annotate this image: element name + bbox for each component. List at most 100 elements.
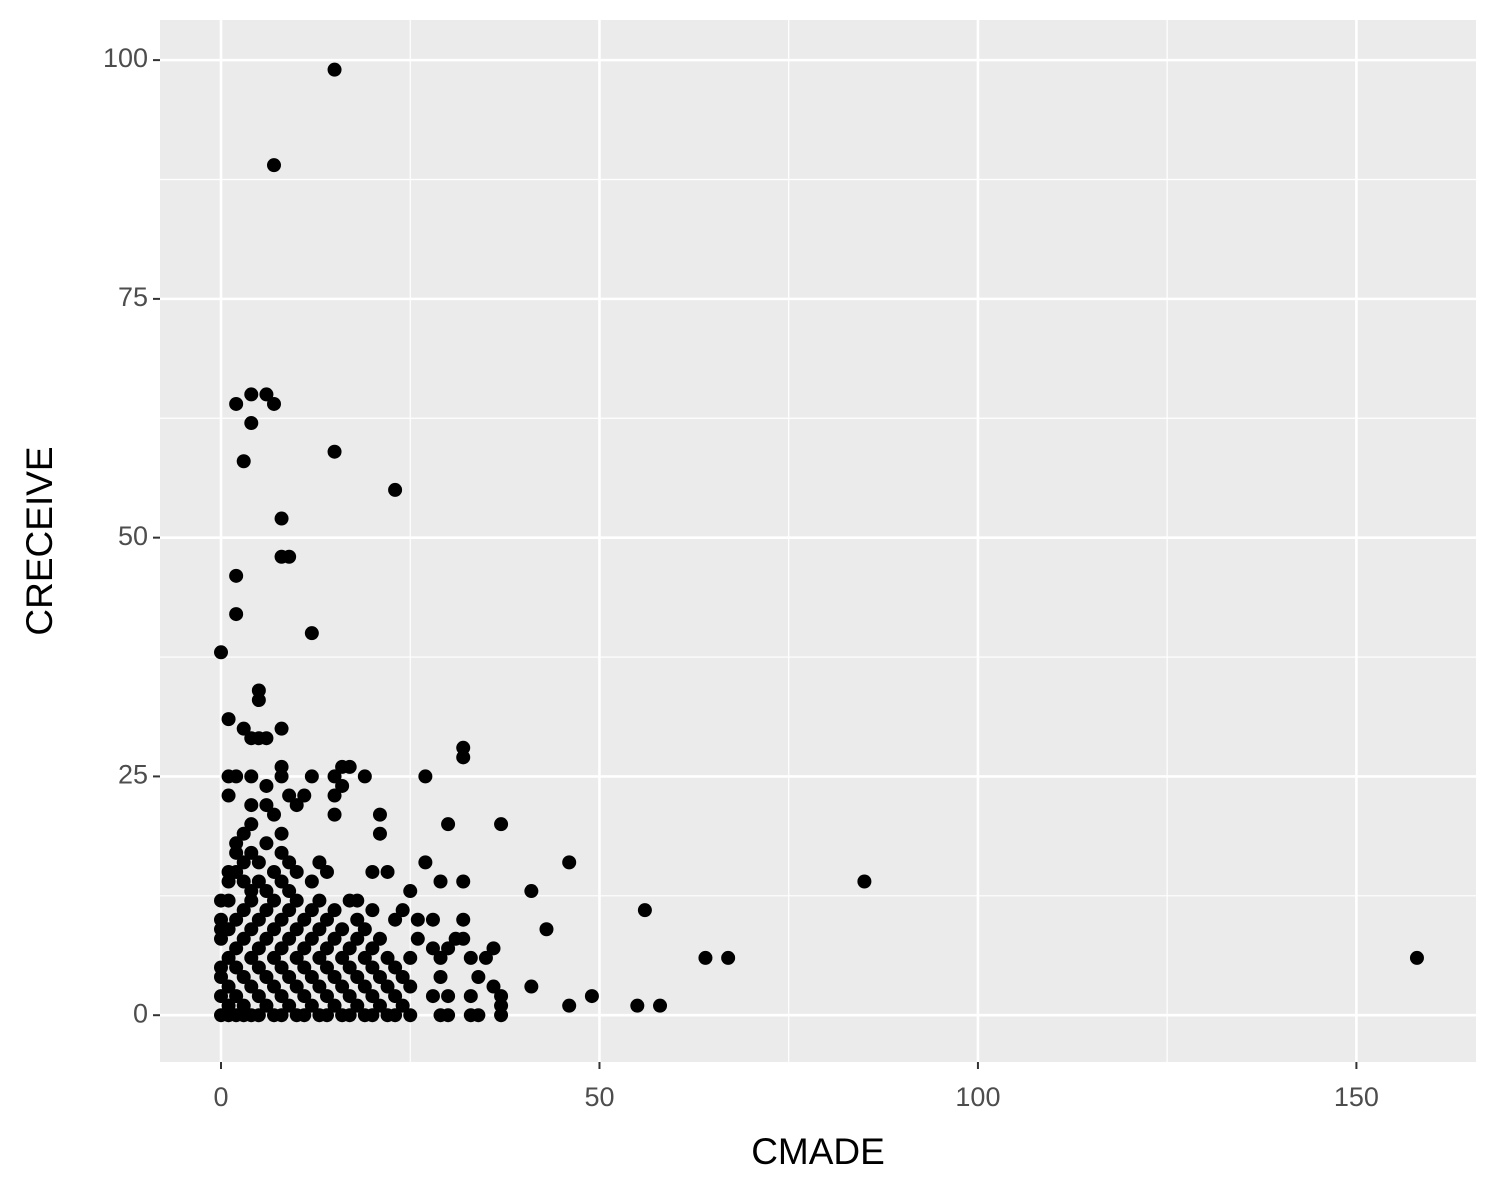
points <box>214 62 1424 1023</box>
point <box>486 941 501 956</box>
point <box>229 864 244 879</box>
point <box>335 778 350 793</box>
point <box>342 960 357 975</box>
point <box>319 864 334 879</box>
point <box>350 912 365 927</box>
point <box>312 950 327 965</box>
point <box>388 912 403 927</box>
point <box>365 1008 380 1023</box>
point <box>221 979 236 994</box>
point <box>229 568 244 583</box>
point <box>433 874 448 889</box>
point <box>327 769 342 784</box>
point <box>282 931 297 946</box>
point <box>350 998 365 1013</box>
point <box>251 960 266 975</box>
point <box>425 941 440 956</box>
point <box>274 721 289 736</box>
point <box>327 444 342 459</box>
point <box>236 998 251 1013</box>
point <box>463 1008 478 1023</box>
point <box>282 903 297 918</box>
point <box>637 903 652 918</box>
point <box>433 950 448 965</box>
point <box>259 778 274 793</box>
point <box>425 989 440 1004</box>
point <box>312 922 327 937</box>
point <box>418 769 433 784</box>
point <box>395 969 410 984</box>
point <box>312 855 327 870</box>
point <box>251 1008 266 1023</box>
point <box>297 1008 312 1023</box>
point <box>274 1008 289 1023</box>
point <box>214 912 229 927</box>
point <box>312 979 327 994</box>
point <box>297 989 312 1004</box>
point <box>229 396 244 411</box>
point <box>244 922 259 937</box>
point <box>259 903 274 918</box>
point <box>304 874 319 889</box>
point <box>297 788 312 803</box>
point <box>229 941 244 956</box>
point <box>403 950 418 965</box>
point <box>236 826 251 841</box>
point <box>236 874 251 889</box>
point <box>721 950 736 965</box>
point <box>214 645 229 660</box>
point <box>274 941 289 956</box>
point <box>388 1008 403 1023</box>
point <box>229 607 244 622</box>
point <box>357 979 372 994</box>
x-axis-title: CMADE <box>751 1131 885 1172</box>
point <box>274 826 289 841</box>
point <box>630 998 645 1013</box>
point <box>441 817 456 832</box>
point <box>418 855 433 870</box>
point <box>342 1008 357 1023</box>
point <box>289 950 304 965</box>
point <box>221 950 236 965</box>
x-tick-label: 150 <box>1334 1082 1379 1112</box>
point <box>342 759 357 774</box>
point <box>327 969 342 984</box>
point <box>244 950 259 965</box>
point <box>289 893 304 908</box>
point <box>395 998 410 1013</box>
point <box>251 874 266 889</box>
point <box>274 769 289 784</box>
point <box>562 998 577 1013</box>
point <box>266 807 281 822</box>
point <box>259 798 274 813</box>
point <box>456 750 471 765</box>
point <box>304 769 319 784</box>
point <box>304 931 319 946</box>
point <box>327 788 342 803</box>
point <box>372 998 387 1013</box>
x-tick-label: 100 <box>955 1082 1000 1112</box>
point <box>229 836 244 851</box>
y-tick-label: 25 <box>118 760 148 790</box>
point <box>214 960 229 975</box>
point <box>244 884 259 899</box>
point <box>244 979 259 994</box>
point <box>388 482 403 497</box>
point <box>266 950 281 965</box>
point <box>244 845 259 860</box>
point <box>342 989 357 1004</box>
point <box>524 979 539 994</box>
point <box>857 874 872 889</box>
point <box>327 807 342 822</box>
point <box>380 950 395 965</box>
point <box>441 989 456 1004</box>
point <box>365 989 380 1004</box>
point <box>289 798 304 813</box>
point <box>319 912 334 927</box>
point <box>403 979 418 994</box>
point <box>289 864 304 879</box>
point <box>221 788 236 803</box>
point <box>653 998 668 1013</box>
